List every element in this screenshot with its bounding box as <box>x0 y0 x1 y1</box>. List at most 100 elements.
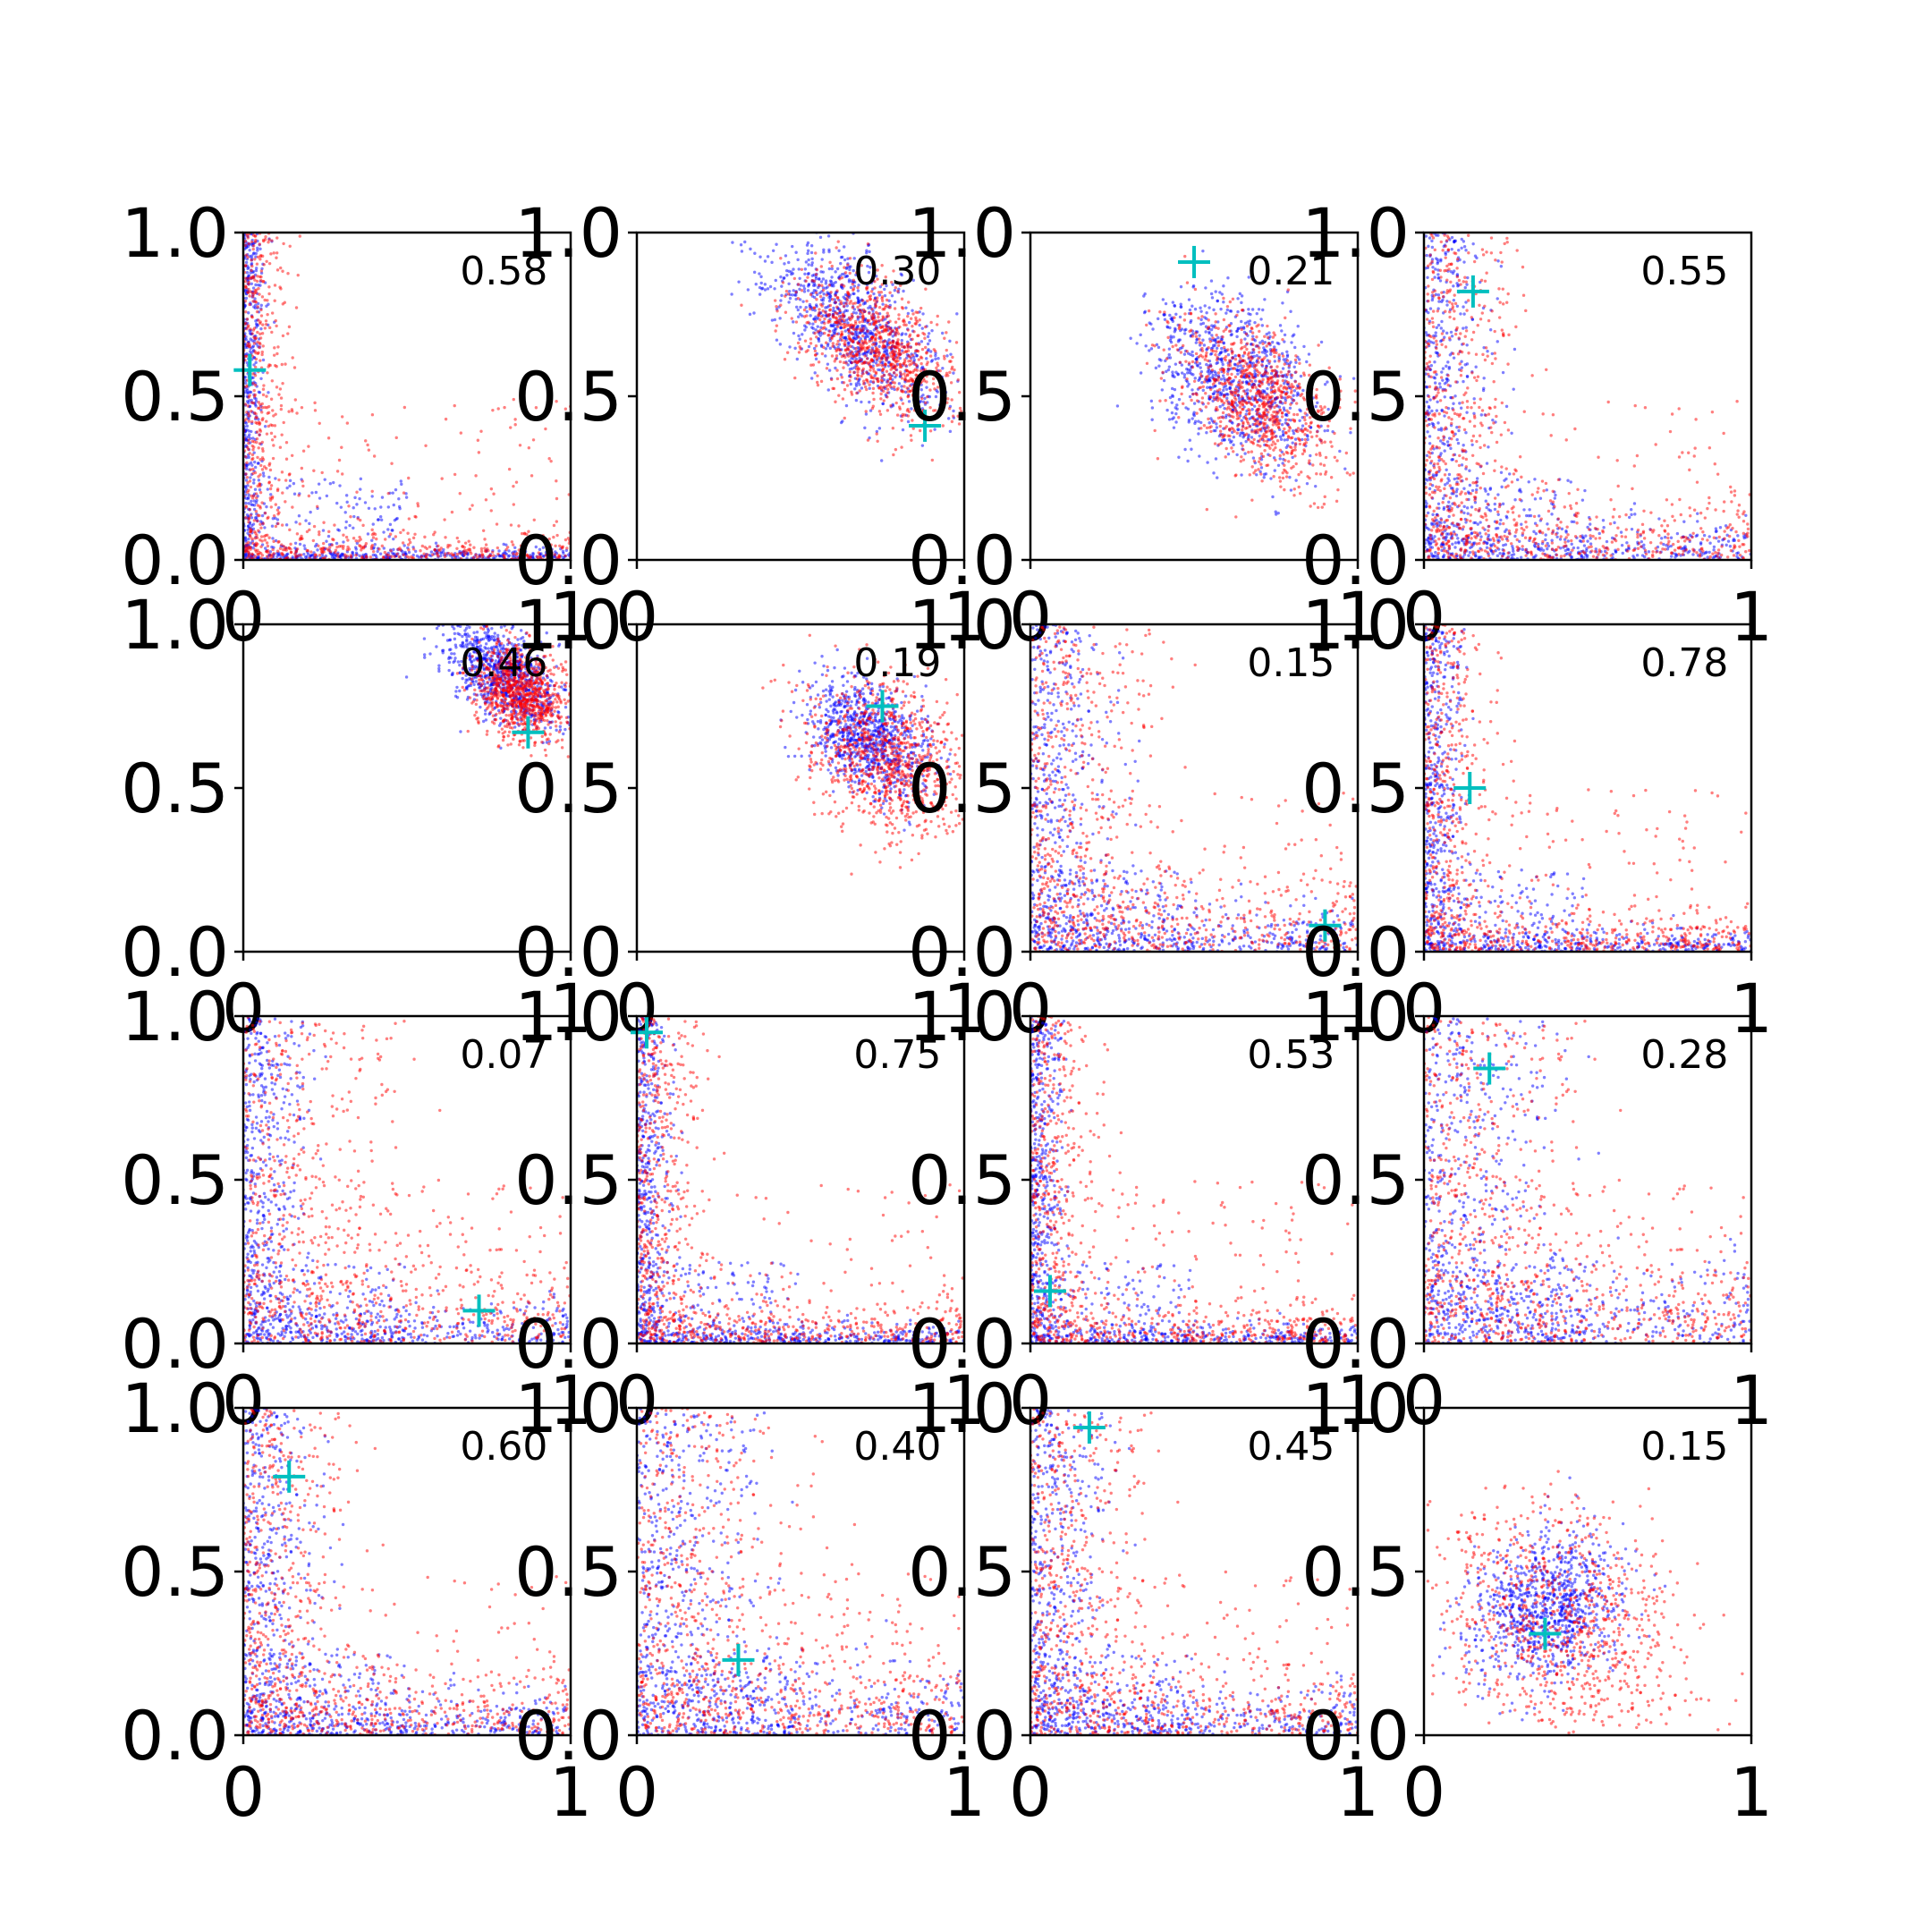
red-point <box>1178 360 1182 364</box>
blue-point <box>860 400 863 404</box>
red-point <box>450 510 454 514</box>
blue-point <box>251 252 256 256</box>
blue-point <box>1206 461 1209 464</box>
red-point <box>288 528 292 532</box>
red-point <box>872 397 876 402</box>
red-point <box>871 386 876 391</box>
blue-point <box>402 544 406 547</box>
red-point <box>886 379 890 384</box>
red-point <box>870 359 874 362</box>
blue-point <box>1274 510 1277 513</box>
red-point <box>840 330 843 334</box>
blue-point <box>801 333 804 336</box>
blue-point <box>391 491 394 495</box>
red-point <box>852 221 855 224</box>
red-point <box>254 357 258 361</box>
red-point <box>455 547 459 550</box>
blue-point <box>773 287 776 291</box>
red-point <box>243 284 248 288</box>
red-point <box>785 351 790 354</box>
red-point <box>847 292 851 297</box>
red-point <box>932 409 936 412</box>
red-point <box>247 520 250 524</box>
red-point <box>886 387 890 391</box>
red-point <box>423 546 427 549</box>
red-point <box>253 383 258 387</box>
red-point <box>555 400 558 403</box>
blue-point <box>1205 317 1208 321</box>
blue-point <box>1205 362 1208 367</box>
red-point <box>888 327 893 331</box>
red-point <box>936 386 940 389</box>
red-point <box>880 355 884 360</box>
blue-point <box>293 541 298 545</box>
red-point <box>879 392 883 396</box>
red-point <box>258 321 262 326</box>
red-point <box>495 522 499 526</box>
blue-point <box>1211 373 1215 377</box>
red-point <box>867 318 871 322</box>
blue-point <box>1171 370 1174 374</box>
red-point <box>892 453 895 457</box>
blue-point <box>1214 371 1217 375</box>
blue-point <box>1243 337 1247 341</box>
blue-point <box>1273 401 1277 404</box>
blue-point <box>1284 418 1288 422</box>
red-point <box>510 540 514 544</box>
red-point <box>530 414 534 419</box>
blue-point <box>250 516 254 520</box>
red-point <box>864 410 868 413</box>
red-point <box>860 348 864 352</box>
blue-point <box>774 278 777 283</box>
red-point <box>262 263 266 267</box>
red-point <box>264 322 268 326</box>
red-point <box>558 544 562 547</box>
red-point <box>280 362 284 367</box>
panels-layer: 0.00.51.00 10.580.00.51.00 10.300.00.51.00… <box>121 193 1773 1832</box>
red-point <box>258 402 262 407</box>
blue-point <box>849 382 852 386</box>
red-point <box>1227 412 1231 417</box>
red-point <box>817 314 821 318</box>
blue-point <box>820 321 824 325</box>
red-point <box>399 530 402 535</box>
red-point <box>925 380 928 384</box>
red-point <box>287 325 292 329</box>
blue-point <box>1241 354 1245 358</box>
red-point <box>371 550 376 554</box>
blue-point <box>359 477 363 481</box>
red-point <box>812 279 817 283</box>
red-point <box>260 350 264 354</box>
red-point <box>335 552 340 556</box>
red-point <box>1349 427 1352 430</box>
red-point <box>886 356 890 360</box>
red-point <box>407 548 411 552</box>
red-point <box>520 531 524 536</box>
red-point <box>1211 349 1216 353</box>
blue-point <box>1294 479 1298 482</box>
blue-point <box>788 296 792 301</box>
red-point <box>840 283 843 287</box>
blue-point <box>1262 389 1267 393</box>
red-point <box>911 360 916 365</box>
red-point <box>255 436 259 441</box>
red-point <box>940 407 944 411</box>
red-point <box>875 299 879 302</box>
red-point <box>1240 327 1243 332</box>
red-point <box>878 412 883 417</box>
blue-point <box>1243 452 1247 455</box>
blue-point <box>1232 435 1236 439</box>
red-point <box>1209 429 1213 434</box>
red-point <box>784 289 789 293</box>
blue-point <box>792 293 797 297</box>
red-point <box>809 363 813 367</box>
red-point <box>794 290 798 294</box>
blue-point <box>1239 364 1242 368</box>
blue-point <box>1157 364 1161 368</box>
red-point <box>280 543 284 547</box>
red-point <box>336 555 340 559</box>
red-point <box>902 390 905 394</box>
blue-point <box>252 451 256 454</box>
red-point <box>255 262 259 266</box>
blue-point <box>373 553 377 557</box>
